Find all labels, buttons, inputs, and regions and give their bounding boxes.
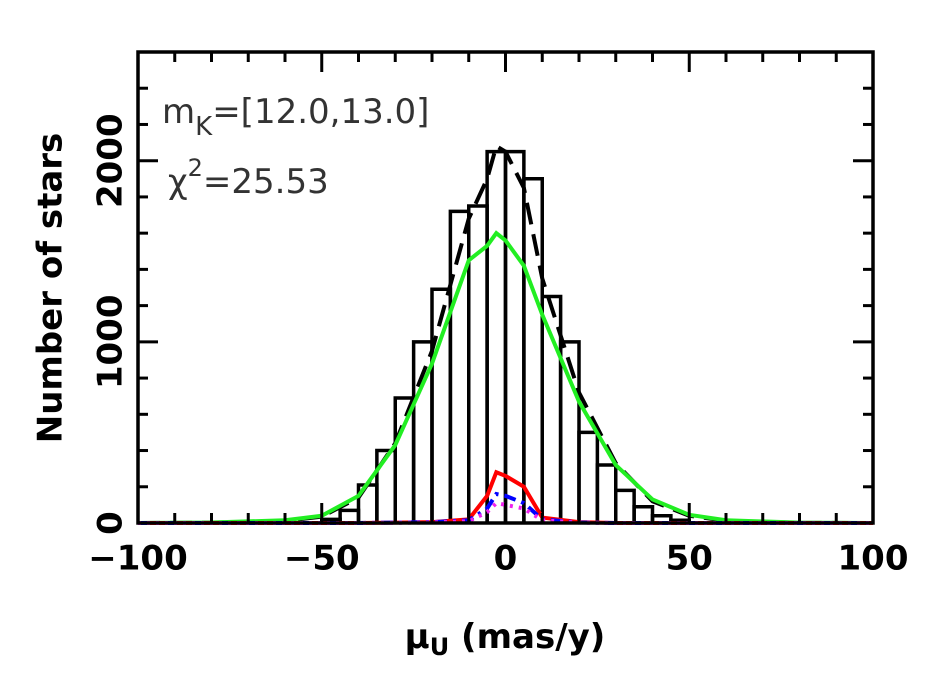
x-axis-label: μU (mas/y) xyxy=(405,617,606,662)
x-label-sub: U xyxy=(430,633,450,661)
histogram-step xyxy=(393,396,416,523)
annotation-text: =[12.0,13.0] xyxy=(212,92,429,132)
x-tick-label: 100 xyxy=(838,539,909,579)
annotation-sup: 2 xyxy=(188,154,203,182)
histogram-step xyxy=(485,149,508,523)
x-tick-label: 0 xyxy=(494,539,518,579)
y-tick-label: 2000 xyxy=(91,113,131,208)
x-tick-label: −100 xyxy=(88,539,187,579)
x-label-text: (mas/y) xyxy=(449,617,605,657)
histogram-step xyxy=(632,504,655,523)
y-tick-label: 0 xyxy=(91,511,131,535)
annotation-text: χ xyxy=(168,162,188,202)
histogram-step xyxy=(503,149,526,523)
annotation-text: =25.53 xyxy=(203,162,329,202)
x-tick-label: 50 xyxy=(666,539,713,579)
y-axis-label: Number of stars xyxy=(31,133,71,444)
y-tick-label: 1000 xyxy=(91,295,131,390)
annotation-2: χ2=25.53 xyxy=(168,154,329,202)
annotation-1: mK=[12.0,13.0] xyxy=(162,92,429,142)
histogram-step xyxy=(522,177,544,523)
histogram-step xyxy=(614,488,636,523)
annotation-text: m xyxy=(162,92,195,132)
x-label-symbol: μ xyxy=(405,617,430,657)
annotation-sub: K xyxy=(195,112,213,142)
histogram-step xyxy=(595,463,618,523)
histogram-step xyxy=(577,430,600,523)
histogram-step xyxy=(375,448,397,523)
model-line xyxy=(137,230,874,525)
x-tick-label: −50 xyxy=(284,539,360,579)
